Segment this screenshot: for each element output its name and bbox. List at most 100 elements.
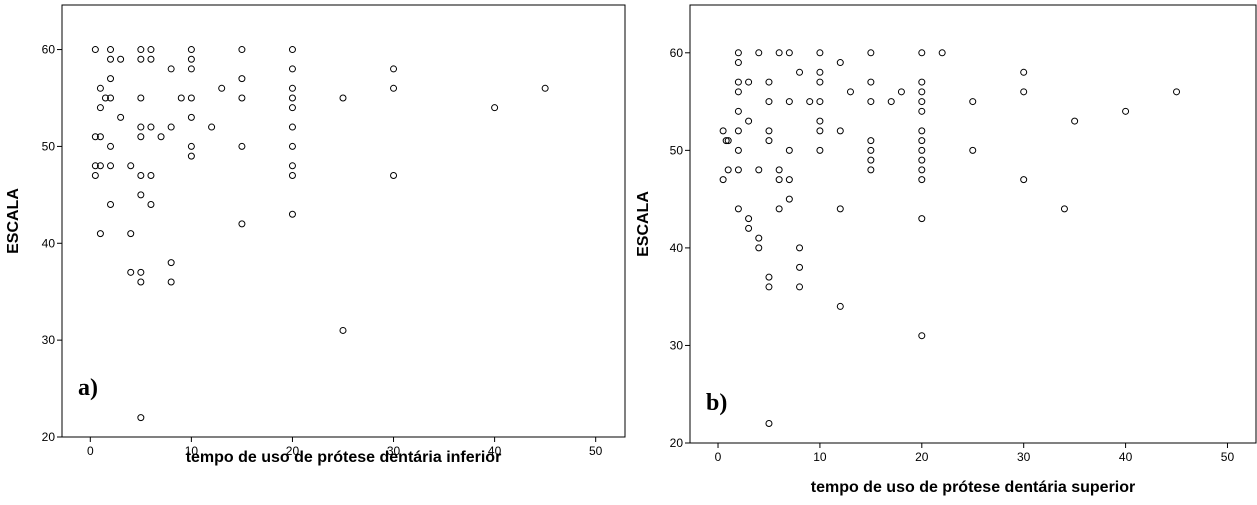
y-tick-label: 20 [42,430,56,444]
point [91,162,99,170]
x-tick-label: 30 [1017,450,1031,464]
point [339,326,347,334]
x-tick-label: 10 [813,450,827,464]
point [137,46,145,54]
point [816,117,824,125]
point [719,176,727,184]
y-tick-label: 60 [42,43,56,57]
point [288,162,296,170]
point [157,133,165,141]
y-axis-label: ESCALA [635,191,652,257]
point [734,127,742,135]
point [187,55,195,63]
point [918,156,926,164]
point [288,84,296,92]
point [137,94,145,102]
y-tick-label: 50 [670,143,684,157]
point [127,268,135,276]
x-axis-label: tempo de uso de prótese dentária superio… [811,479,1136,496]
point [734,107,742,115]
point [390,171,398,179]
point [836,127,844,135]
point [836,205,844,213]
point [177,94,185,102]
point [1060,205,1068,213]
point [96,162,104,170]
point [816,78,824,86]
point [541,84,549,92]
point [785,146,793,154]
point [836,59,844,67]
point [775,205,783,213]
point [765,419,773,427]
y-tick-label: 20 [670,436,684,450]
point [288,142,296,150]
point [101,94,109,102]
point [816,49,824,57]
point [745,224,753,232]
point [969,146,977,154]
point [918,78,926,86]
point [96,230,104,238]
point [796,68,804,76]
point [218,84,226,92]
point [918,146,926,154]
point [137,191,145,199]
point [867,49,875,57]
point [127,162,135,170]
point [806,98,814,106]
point [147,201,155,209]
point [918,107,926,115]
point [796,283,804,291]
point [734,205,742,213]
point [719,127,727,135]
point [734,78,742,86]
point [96,104,104,112]
point [775,49,783,57]
x-tick-label: 40 [1119,450,1133,464]
point [238,142,246,150]
point [918,127,926,135]
point [734,49,742,57]
x-tick-label: 0 [87,444,94,458]
point [724,137,732,145]
point [96,84,104,92]
point [785,98,793,106]
point [147,55,155,63]
point [288,46,296,54]
panel-label: a) [78,375,98,401]
point [918,49,926,57]
point [137,414,145,422]
x-axis-label: tempo de uso de prótese dentária inferio… [186,449,502,466]
point [775,166,783,174]
x-tick-label: 20 [286,444,300,458]
point [918,166,926,174]
point [137,123,145,131]
point [491,104,499,112]
plot-frame [689,4,1257,444]
point [918,98,926,106]
point [167,278,175,286]
point [107,75,115,83]
point [1122,107,1130,115]
point [1071,117,1079,125]
point [745,117,753,125]
x-tick-label: 30 [387,444,401,458]
point [816,127,824,135]
point [167,123,175,131]
point [724,166,732,174]
point [816,98,824,106]
point [117,113,125,121]
point [147,171,155,179]
point [887,98,895,106]
point [918,88,926,96]
point [187,94,195,102]
point [107,55,115,63]
point [846,88,854,96]
point [288,104,296,112]
point [208,123,216,131]
point [765,137,773,145]
point [1020,68,1028,76]
point [107,142,115,150]
